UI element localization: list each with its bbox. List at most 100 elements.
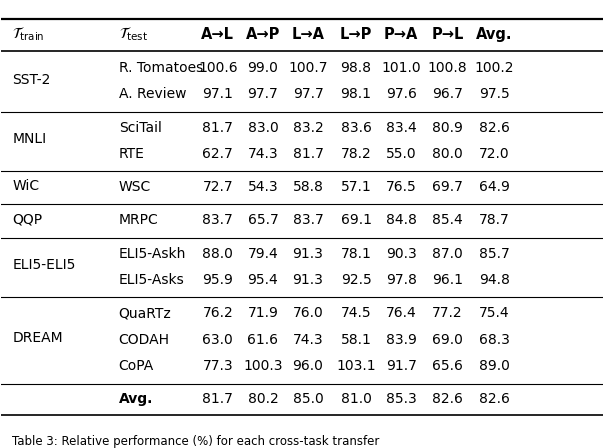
- Text: $\mathcal{T}_{\mathrm{test}}$: $\mathcal{T}_{\mathrm{test}}$: [118, 26, 148, 43]
- Text: 83.9: 83.9: [386, 333, 417, 347]
- Text: 81.0: 81.0: [341, 392, 371, 406]
- Text: P→L: P→L: [431, 27, 464, 42]
- Text: 76.2: 76.2: [202, 306, 233, 320]
- Text: 78.2: 78.2: [341, 147, 371, 161]
- Text: L→A: L→A: [292, 27, 324, 42]
- Text: 98.8: 98.8: [341, 61, 371, 75]
- Text: 87.0: 87.0: [432, 246, 463, 261]
- Text: 64.9: 64.9: [479, 180, 510, 194]
- Text: Avg.: Avg.: [118, 392, 153, 406]
- Text: 78.1: 78.1: [341, 246, 371, 261]
- Text: ELI5-ELI5: ELI5-ELI5: [12, 258, 76, 272]
- Text: 83.7: 83.7: [202, 213, 233, 228]
- Text: ELI5-Asks: ELI5-Asks: [118, 273, 184, 287]
- Text: 77.2: 77.2: [432, 306, 463, 320]
- Text: 69.0: 69.0: [432, 333, 463, 347]
- Text: RTE: RTE: [118, 147, 144, 161]
- Text: CoPA: CoPA: [118, 359, 154, 373]
- Text: 95.4: 95.4: [248, 273, 278, 287]
- Text: DREAM: DREAM: [12, 332, 63, 345]
- Text: 69.7: 69.7: [432, 180, 463, 194]
- Text: 96.1: 96.1: [432, 273, 463, 287]
- Text: 98.1: 98.1: [341, 87, 371, 101]
- Text: 100.3: 100.3: [243, 359, 283, 373]
- Text: 74.5: 74.5: [341, 306, 371, 320]
- Text: 82.6: 82.6: [432, 392, 463, 406]
- Text: 80.0: 80.0: [432, 147, 463, 161]
- Text: 100.7: 100.7: [288, 61, 328, 75]
- Text: R. Tomatoes: R. Tomatoes: [118, 61, 203, 75]
- Text: ELI5-Askh: ELI5-Askh: [118, 246, 186, 261]
- Text: WiC: WiC: [12, 179, 39, 193]
- Text: 63.0: 63.0: [202, 333, 233, 347]
- Text: 90.3: 90.3: [386, 246, 417, 261]
- Text: 62.7: 62.7: [202, 147, 233, 161]
- Text: 57.1: 57.1: [341, 180, 371, 194]
- Text: 89.0: 89.0: [479, 359, 510, 373]
- Text: 83.2: 83.2: [292, 121, 323, 134]
- Text: 97.6: 97.6: [386, 87, 417, 101]
- Text: 85.7: 85.7: [479, 246, 510, 261]
- Text: A. Review: A. Review: [118, 87, 186, 101]
- Text: 97.7: 97.7: [248, 87, 278, 101]
- Text: 71.9: 71.9: [248, 306, 278, 320]
- Text: WSC: WSC: [118, 180, 151, 194]
- Text: 58.1: 58.1: [341, 333, 371, 347]
- Text: SST-2: SST-2: [12, 73, 51, 87]
- Text: 74.3: 74.3: [248, 147, 278, 161]
- Text: 65.6: 65.6: [432, 359, 463, 373]
- Text: A→L: A→L: [201, 27, 234, 42]
- Text: 88.0: 88.0: [202, 246, 233, 261]
- Text: QuaRTz: QuaRTz: [118, 306, 172, 320]
- Text: 91.3: 91.3: [292, 273, 324, 287]
- Text: 79.4: 79.4: [248, 246, 278, 261]
- Text: 100.6: 100.6: [198, 61, 237, 75]
- Text: 72.7: 72.7: [202, 180, 233, 194]
- Text: 97.7: 97.7: [292, 87, 323, 101]
- Text: 85.0: 85.0: [292, 392, 323, 406]
- Text: 74.3: 74.3: [293, 333, 323, 347]
- Text: 101.0: 101.0: [381, 61, 421, 75]
- Text: 99.0: 99.0: [248, 61, 278, 75]
- Text: 83.4: 83.4: [386, 121, 417, 134]
- Text: 55.0: 55.0: [386, 147, 417, 161]
- Text: 78.7: 78.7: [479, 213, 510, 228]
- Text: L→P: L→P: [340, 27, 372, 42]
- Text: 69.1: 69.1: [341, 213, 371, 228]
- Text: 91.3: 91.3: [292, 246, 324, 261]
- Text: 83.6: 83.6: [341, 121, 371, 134]
- Text: 75.4: 75.4: [479, 306, 510, 320]
- Text: 83.7: 83.7: [292, 213, 323, 228]
- Text: 58.8: 58.8: [292, 180, 324, 194]
- Text: 100.8: 100.8: [428, 61, 467, 75]
- Text: 77.3: 77.3: [202, 359, 233, 373]
- Text: 96.0: 96.0: [292, 359, 324, 373]
- Text: Avg.: Avg.: [476, 27, 513, 42]
- Text: 97.8: 97.8: [386, 273, 417, 287]
- Text: Table 3: Relative performance (%) for each cross-task transfer: Table 3: Relative performance (%) for ea…: [12, 435, 379, 448]
- Text: 76.0: 76.0: [292, 306, 323, 320]
- Text: P→A: P→A: [384, 27, 419, 42]
- Text: 91.7: 91.7: [386, 359, 417, 373]
- Text: 81.7: 81.7: [202, 121, 233, 134]
- Text: 94.8: 94.8: [479, 273, 510, 287]
- Text: 76.4: 76.4: [386, 306, 417, 320]
- Text: 82.6: 82.6: [479, 121, 510, 134]
- Text: 54.3: 54.3: [248, 180, 278, 194]
- Text: 68.3: 68.3: [479, 333, 510, 347]
- Text: 80.2: 80.2: [248, 392, 278, 406]
- Text: MNLI: MNLI: [12, 133, 47, 146]
- Text: 81.7: 81.7: [202, 392, 233, 406]
- Text: 103.1: 103.1: [336, 359, 376, 373]
- Text: 65.7: 65.7: [248, 213, 278, 228]
- Text: 80.9: 80.9: [432, 121, 463, 134]
- Text: 85.3: 85.3: [386, 392, 417, 406]
- Text: CODAH: CODAH: [118, 333, 170, 347]
- Text: 81.7: 81.7: [292, 147, 324, 161]
- Text: SciTail: SciTail: [118, 121, 161, 134]
- Text: 95.9: 95.9: [202, 273, 233, 287]
- Text: 84.8: 84.8: [386, 213, 417, 228]
- Text: MRPC: MRPC: [118, 213, 158, 228]
- Text: 61.6: 61.6: [248, 333, 278, 347]
- Text: 82.6: 82.6: [479, 392, 510, 406]
